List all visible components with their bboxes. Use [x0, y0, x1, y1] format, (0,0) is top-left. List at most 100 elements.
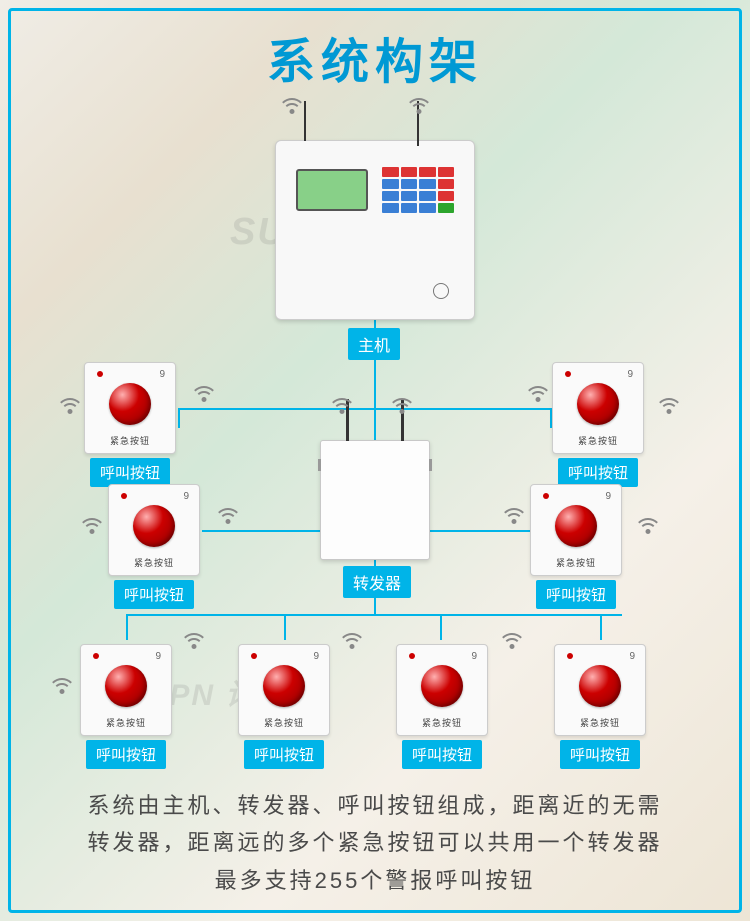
device-number: 9 [183, 491, 189, 502]
repeater-latch [429, 459, 432, 471]
host-outlet [433, 283, 449, 299]
call-button-device: 9 紧急按钮 [396, 644, 488, 736]
call-button-device: 9 紧急按钮 [530, 484, 622, 576]
call-button-label: 呼叫按钮 [114, 580, 194, 609]
keypad-key [419, 191, 436, 201]
device-small-label: 紧急按钮 [555, 716, 645, 729]
keypad-key [401, 191, 418, 201]
emergency-button [421, 665, 463, 707]
keypad-key [382, 179, 399, 189]
call-button-label: 呼叫按钮 [558, 458, 638, 487]
led-indicator [251, 653, 257, 659]
emergency-button [555, 505, 597, 547]
led-indicator [409, 653, 415, 659]
keypad-key [438, 203, 455, 213]
wifi-icon [180, 625, 208, 647]
device-small-label: 紧急按钮 [553, 434, 643, 447]
led-indicator [97, 371, 103, 377]
wifi-icon [56, 390, 84, 412]
keypad-key [382, 203, 399, 213]
connector-line [440, 614, 442, 640]
call-button-label: 呼叫按钮 [560, 740, 640, 769]
keypad-key [401, 179, 418, 189]
call-button-device: 9紧急按钮 [80, 644, 172, 736]
diagram-title: 系统构架 [0, 22, 750, 92]
keypad-key [382, 167, 399, 177]
wifi-icon [214, 500, 242, 522]
call-button-device: 9 紧急按钮 [84, 362, 176, 454]
device-small-label: 紧急按钮 [531, 556, 621, 569]
connector-line [430, 530, 530, 532]
call-button-label: 呼叫按钮 [244, 740, 324, 769]
device-number: 9 [155, 651, 161, 662]
emergency-button [109, 383, 151, 425]
device-number: 9 [471, 651, 477, 662]
wifi-icon [278, 90, 306, 112]
keypad-key [419, 167, 436, 177]
wifi-icon [388, 390, 416, 412]
call-button-label: 呼叫按钮 [90, 458, 170, 487]
led-indicator [567, 653, 573, 659]
wifi-icon [78, 510, 106, 532]
repeater-latch [318, 459, 321, 471]
wifi-icon [405, 90, 433, 112]
wifi-icon [498, 625, 526, 647]
emergency-button [133, 505, 175, 547]
device-number: 9 [313, 651, 319, 662]
emergency-button [105, 665, 147, 707]
device-number: 9 [627, 369, 633, 380]
keypad-key [419, 203, 436, 213]
connector-line [284, 614, 286, 640]
keypad-key [382, 191, 399, 201]
host-label: 主机 [348, 328, 400, 360]
wifi-icon [338, 625, 366, 647]
led-indicator [543, 493, 549, 499]
device-small-label: 紧急按钮 [239, 716, 329, 729]
connector-line [126, 614, 622, 616]
keypad-key [401, 203, 418, 213]
repeater-device [320, 440, 430, 560]
keypad-key [438, 179, 455, 189]
wifi-icon [328, 390, 356, 412]
device-small-label: 紧急按钮 [397, 716, 487, 729]
device-number: 9 [605, 491, 611, 502]
repeater-label: 转发器 [343, 566, 411, 598]
call-button-device: 9 紧急按钮 [552, 362, 644, 454]
call-button-device: 9 紧急按钮 [238, 644, 330, 736]
device-number: 9 [159, 369, 165, 380]
emergency-button [579, 665, 621, 707]
keypad-key [438, 167, 455, 177]
host-screen [296, 169, 368, 211]
wifi-icon [190, 378, 218, 400]
wifi-icon [655, 390, 683, 412]
desc-line: 最多支持255个警报呼叫按钮 [30, 862, 720, 899]
emergency-button [577, 383, 619, 425]
host-device [275, 140, 475, 320]
connector-line [178, 408, 550, 410]
keypad-key [401, 167, 418, 177]
call-button-label: 呼叫按钮 [402, 740, 482, 769]
call-button-device: 9 紧急按钮 [108, 484, 200, 576]
device-small-label: 紧急按钮 [109, 556, 199, 569]
call-button-label: 呼叫按钮 [536, 580, 616, 609]
led-indicator [565, 371, 571, 377]
desc-line: 转发器，距离远的多个紧急按钮可以共用一个转发器 [30, 824, 720, 861]
device-small-label: 紧急按钮 [85, 434, 175, 447]
host-keypad [382, 167, 454, 213]
led-indicator [93, 653, 99, 659]
connector-line [202, 530, 322, 532]
wifi-icon [500, 500, 528, 522]
keypad-key [419, 179, 436, 189]
wifi-icon [634, 510, 662, 532]
desc-line: 系统由主机、转发器、呼叫按钮组成，距离近的无需 [30, 787, 720, 824]
connector-line [178, 408, 180, 428]
connector-line [600, 614, 602, 640]
device-number: 9 [629, 651, 635, 662]
wifi-icon [48, 670, 76, 692]
led-indicator [121, 493, 127, 499]
call-button-label: 呼叫按钮 [86, 740, 166, 769]
wifi-icon [524, 378, 552, 400]
connector-line [126, 614, 128, 640]
keypad-key [438, 191, 455, 201]
emergency-button [263, 665, 305, 707]
